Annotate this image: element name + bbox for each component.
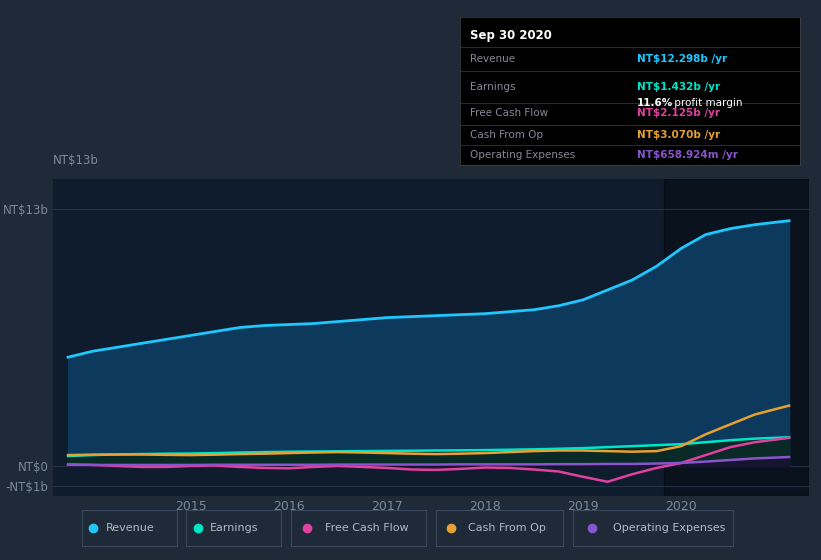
Text: NT$1.432b /yr: NT$1.432b /yr (637, 82, 720, 91)
Bar (664, 179, 809, 496)
Text: Operating Expenses: Operating Expenses (613, 523, 726, 533)
Text: NT$13b: NT$13b (53, 153, 99, 166)
Text: Free Cash Flow: Free Cash Flow (470, 108, 548, 118)
Text: 11.6%: 11.6% (637, 98, 673, 108)
Text: NT$2.125b /yr: NT$2.125b /yr (637, 108, 720, 118)
Text: Cash From Op: Cash From Op (468, 523, 546, 533)
Text: Earnings: Earnings (470, 82, 516, 91)
Text: NT$12.298b /yr: NT$12.298b /yr (637, 54, 727, 64)
Text: Cash From Op: Cash From Op (470, 130, 544, 141)
Text: Revenue: Revenue (106, 523, 154, 533)
Text: Free Cash Flow: Free Cash Flow (324, 523, 408, 533)
Text: profit margin: profit margin (671, 98, 742, 108)
Text: NT$3.070b /yr: NT$3.070b /yr (637, 130, 720, 141)
Text: Earnings: Earnings (210, 523, 259, 533)
Text: Operating Expenses: Operating Expenses (470, 150, 576, 160)
Text: NT$658.924m /yr: NT$658.924m /yr (637, 150, 738, 160)
Text: Revenue: Revenue (470, 54, 516, 64)
Text: Sep 30 2020: Sep 30 2020 (470, 29, 552, 42)
